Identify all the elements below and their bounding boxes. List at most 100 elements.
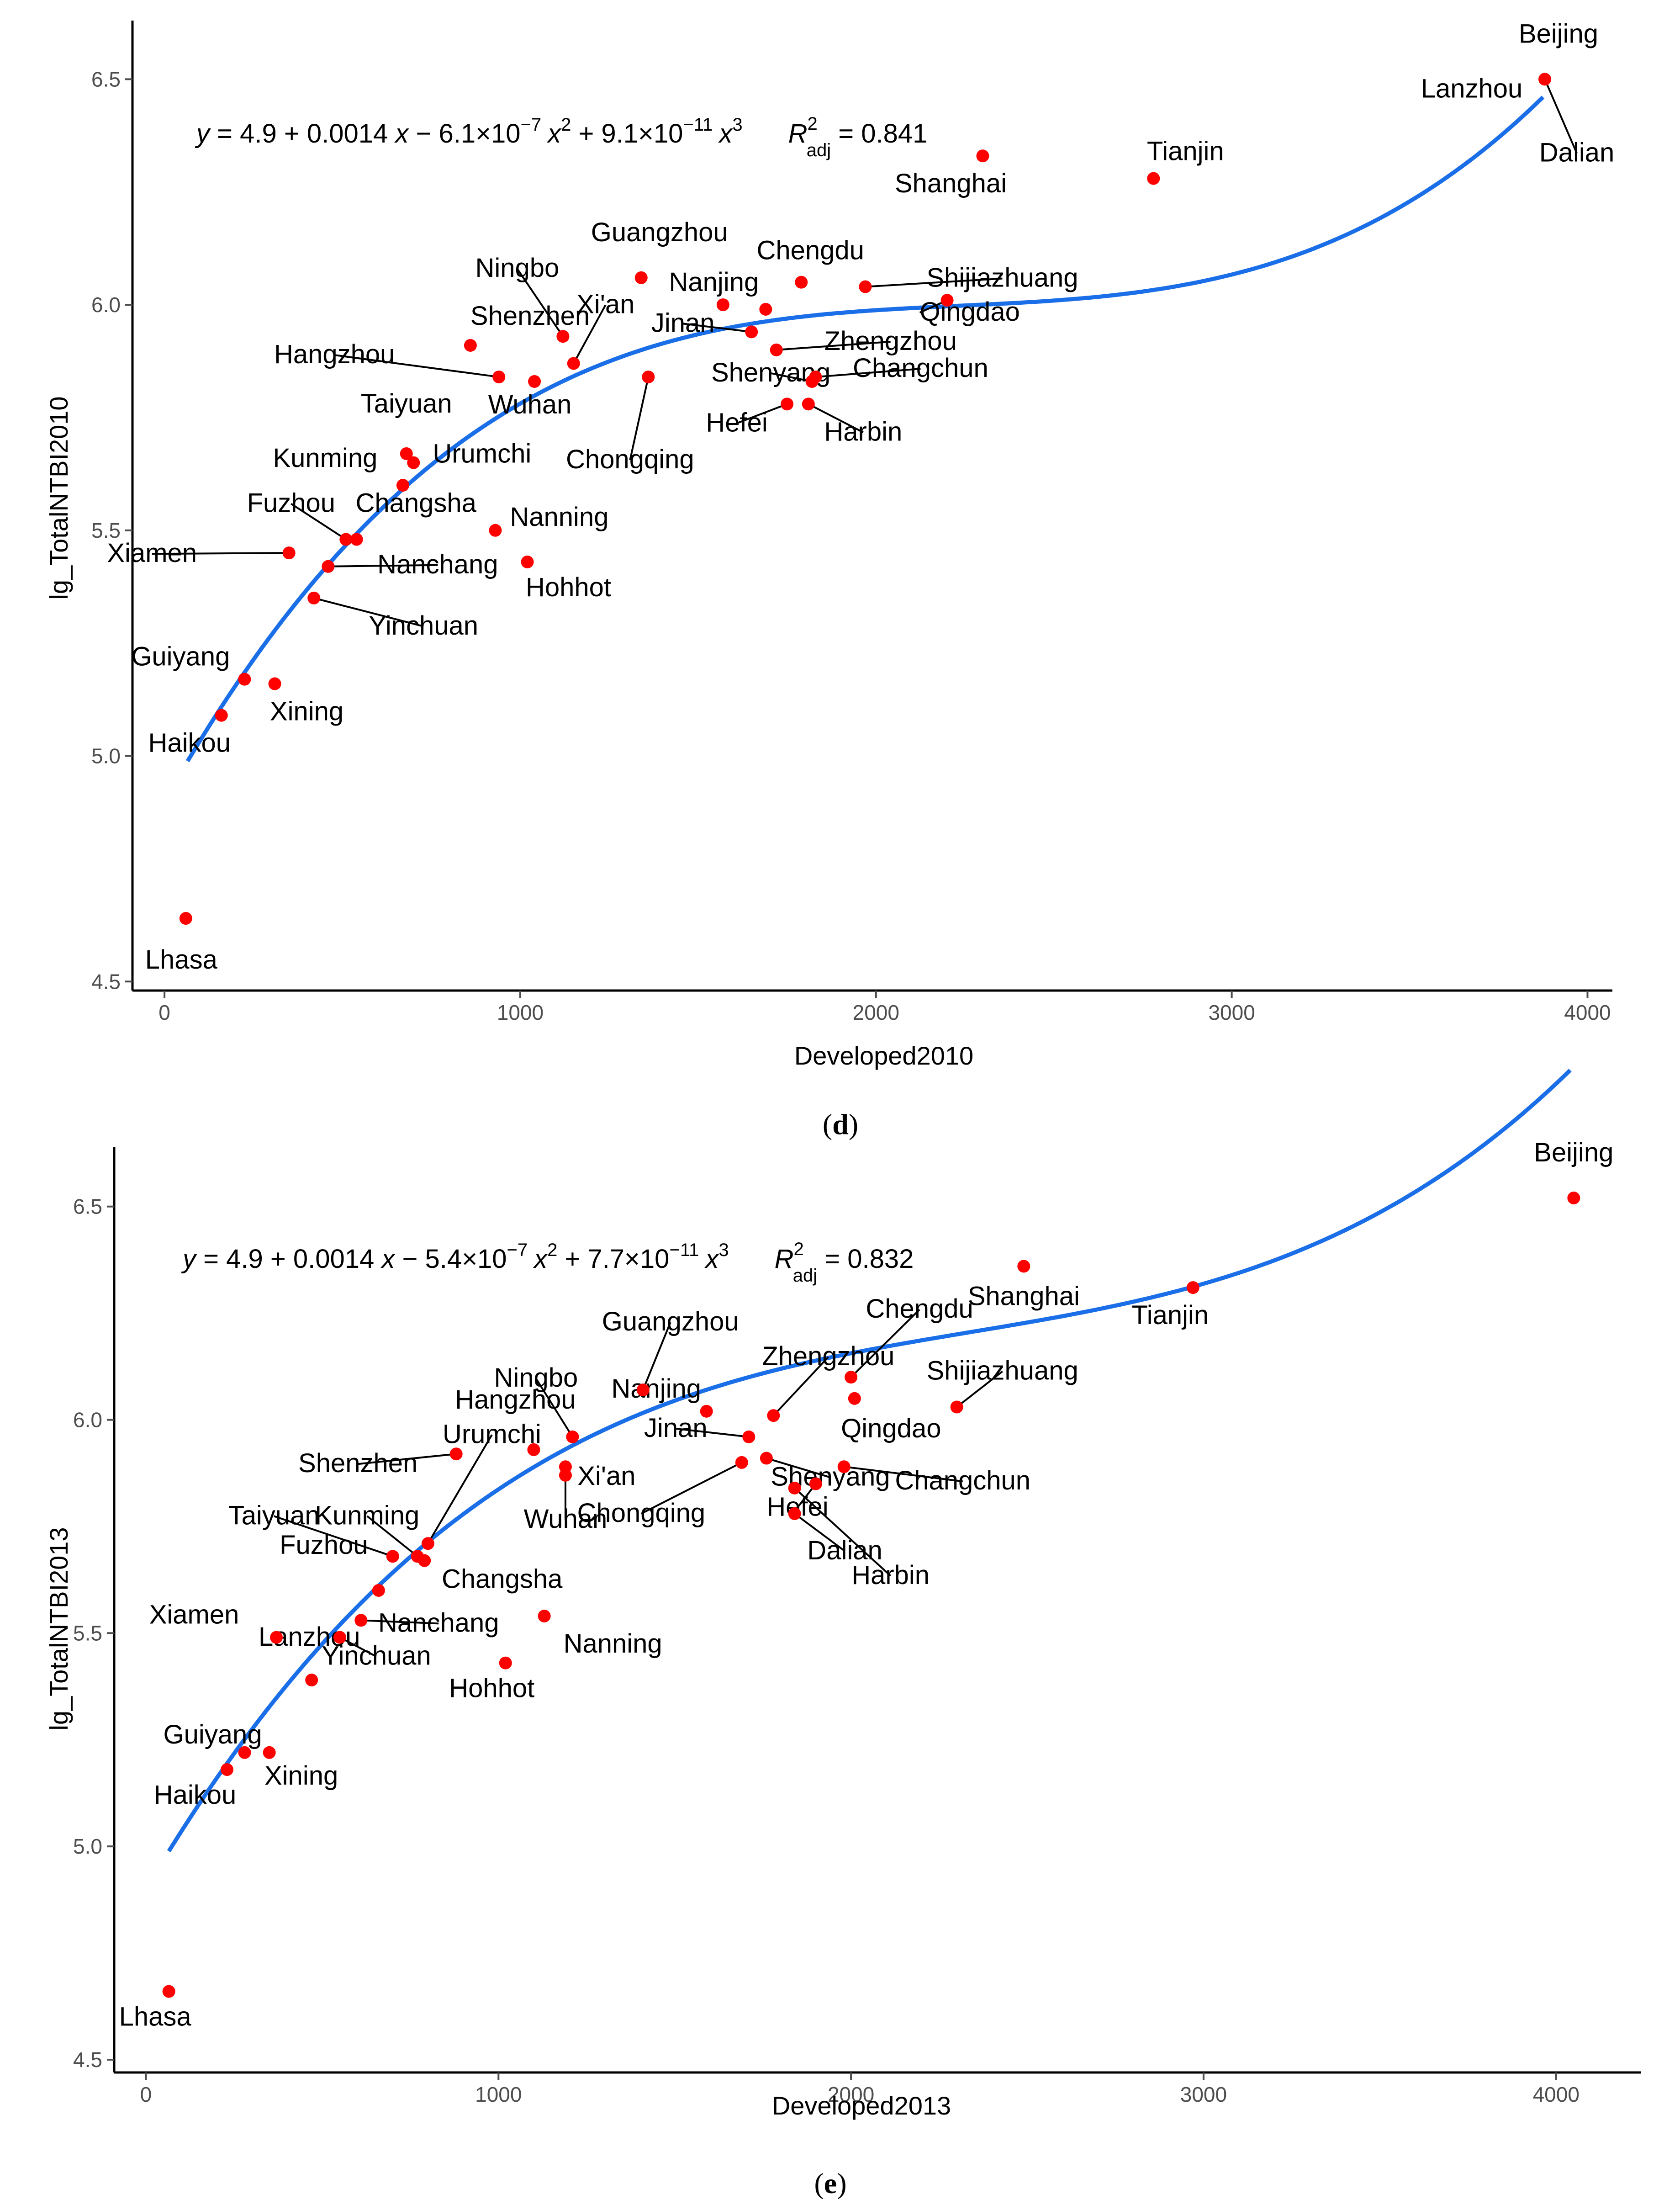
- fit-curve: [185, 95, 1545, 763]
- label-leader: [771, 372, 812, 382]
- city-label: Harbin: [824, 417, 902, 446]
- city-label: Lhasa: [119, 2002, 192, 2032]
- label-leader: [339, 1636, 377, 1658]
- data-point: [1567, 1192, 1580, 1205]
- label-leader: [850, 1309, 920, 1378]
- city-label: Shanghai: [895, 169, 1007, 198]
- label-leader: [640, 1462, 742, 1515]
- city-label: Chengdu: [757, 236, 864, 265]
- eq-x: x: [394, 119, 409, 148]
- data-point: [759, 302, 772, 316]
- eq-x3: 3: [732, 115, 742, 135]
- city-label: Shijiazhuang: [926, 263, 1078, 293]
- city-label: Kunming: [273, 443, 377, 473]
- city-label: Xining: [264, 1761, 338, 1791]
- data-point: [372, 1584, 385, 1597]
- city-label: Jinan: [644, 1413, 708, 1443]
- city-label: Kunming: [315, 1500, 419, 1530]
- data-point: [642, 371, 655, 384]
- city-label: Qingdao: [841, 1414, 941, 1443]
- city-label: Guiyang: [164, 1720, 262, 1749]
- label-leader: [772, 1356, 829, 1416]
- city-label: Jinan: [651, 308, 715, 338]
- panel-letter: d: [832, 1108, 849, 1140]
- city-label: Guangzhou: [591, 217, 728, 247]
- data-point: [802, 397, 815, 411]
- eq-r: R: [788, 119, 808, 148]
- x-tick-label: 0: [158, 1001, 170, 1024]
- eq-rsup: 2: [793, 1239, 803, 1259]
- data-point: [464, 339, 477, 352]
- eq-x: x: [380, 1244, 396, 1274]
- eq-b: − 6.1×10: [408, 119, 520, 148]
- data-point: [282, 546, 296, 560]
- eq-a: = 4.9 + 0.0014: [210, 119, 395, 148]
- y-tick-label: 6.0: [73, 1408, 102, 1432]
- data-point: [788, 1507, 801, 1520]
- data-point: [556, 330, 570, 343]
- fit-equation: y = 4.9 + 0.0014 x − 6.1×10−7 x2 + 9.1×10…: [195, 114, 927, 160]
- data-point: [339, 533, 353, 546]
- x-tick-label: 1000: [497, 1001, 544, 1024]
- data-point: [1017, 1260, 1030, 1273]
- data-point: [238, 673, 251, 686]
- city-label: Xi'an: [576, 289, 634, 319]
- city-label: Hangzhou: [455, 1385, 576, 1415]
- x-tick-label: 3000: [1208, 1001, 1255, 1024]
- data-point: [396, 479, 409, 492]
- data-point: [1538, 73, 1552, 86]
- data-point: [489, 524, 502, 537]
- label-leader: [865, 277, 1003, 288]
- y-tick-label: 5.5: [73, 1621, 102, 1645]
- city-label: Changsha: [442, 1564, 563, 1594]
- city-label: Hohhot: [449, 1674, 534, 1703]
- city-label: Zhengzhou: [824, 326, 957, 356]
- chart-panel-e: 0 1000 2000 3000 4000 4.5 5.0 5.5 6.0 6.5 Beijing S…: [44, 1069, 1641, 2199]
- city-label: Urumchi: [443, 1419, 541, 1449]
- data-point: [742, 1430, 755, 1443]
- city-label: Yinchuan: [369, 611, 478, 641]
- x-tick-label: 2000: [853, 1001, 899, 1024]
- city-label: Nanning: [510, 502, 608, 532]
- city-label: Taiyuan: [361, 389, 452, 419]
- data-point: [449, 1447, 463, 1461]
- label-leader: [682, 323, 752, 333]
- label-leader: [794, 1487, 891, 1577]
- data-point: [767, 1409, 780, 1422]
- data-point: [354, 1614, 368, 1627]
- data-point: [1147, 172, 1160, 185]
- city-label: Nanjing: [611, 1374, 701, 1404]
- label-leader: [956, 1370, 1003, 1408]
- city-label: Guangzhou: [602, 1307, 739, 1336]
- label-leader: [1544, 79, 1578, 154]
- label-leader: [808, 403, 864, 434]
- fit-equation: y = 4.9 + 0.0014 x − 5.4×10−7 x2 + 7.7×10…: [181, 1239, 914, 1286]
- data-point: [407, 456, 420, 469]
- data-point: [499, 1656, 512, 1669]
- data-point: [528, 375, 541, 388]
- city-label: Hangzhou: [274, 339, 395, 369]
- city-label: Xi'an: [577, 1461, 635, 1491]
- eq-rsub: adj: [807, 140, 831, 160]
- data-point: [760, 1452, 773, 1465]
- data-point: [421, 1537, 434, 1550]
- eq-r: R: [775, 1244, 794, 1274]
- data-point: [492, 371, 506, 384]
- panel-caption: (e): [814, 2167, 846, 2199]
- city-label: Taiyuan: [228, 1500, 320, 1530]
- eq-c: + 9.1×10: [571, 119, 683, 148]
- eq-rval: = 0.832: [817, 1244, 914, 1274]
- y-axis-title: lg_TotalNTBI2013: [44, 1527, 73, 1730]
- data-point: [940, 294, 954, 307]
- x-tick-label: 3000: [1180, 2083, 1227, 2106]
- city-label: Shenzhen: [298, 1448, 417, 1478]
- data-point: [837, 1460, 851, 1473]
- city-label: Haikou: [154, 1780, 237, 1810]
- city-label: Lhasa: [145, 945, 218, 975]
- city-label: Lanzhou: [1421, 74, 1523, 103]
- marks-d: 0 1000 2000 3000 4000 4.5 5.0 5.5 6.0 6.5 Beijing S…: [91, 19, 1614, 1024]
- panel-caption: (d): [823, 1108, 858, 1140]
- label-leader: [766, 1457, 831, 1479]
- data-point: [788, 1481, 801, 1495]
